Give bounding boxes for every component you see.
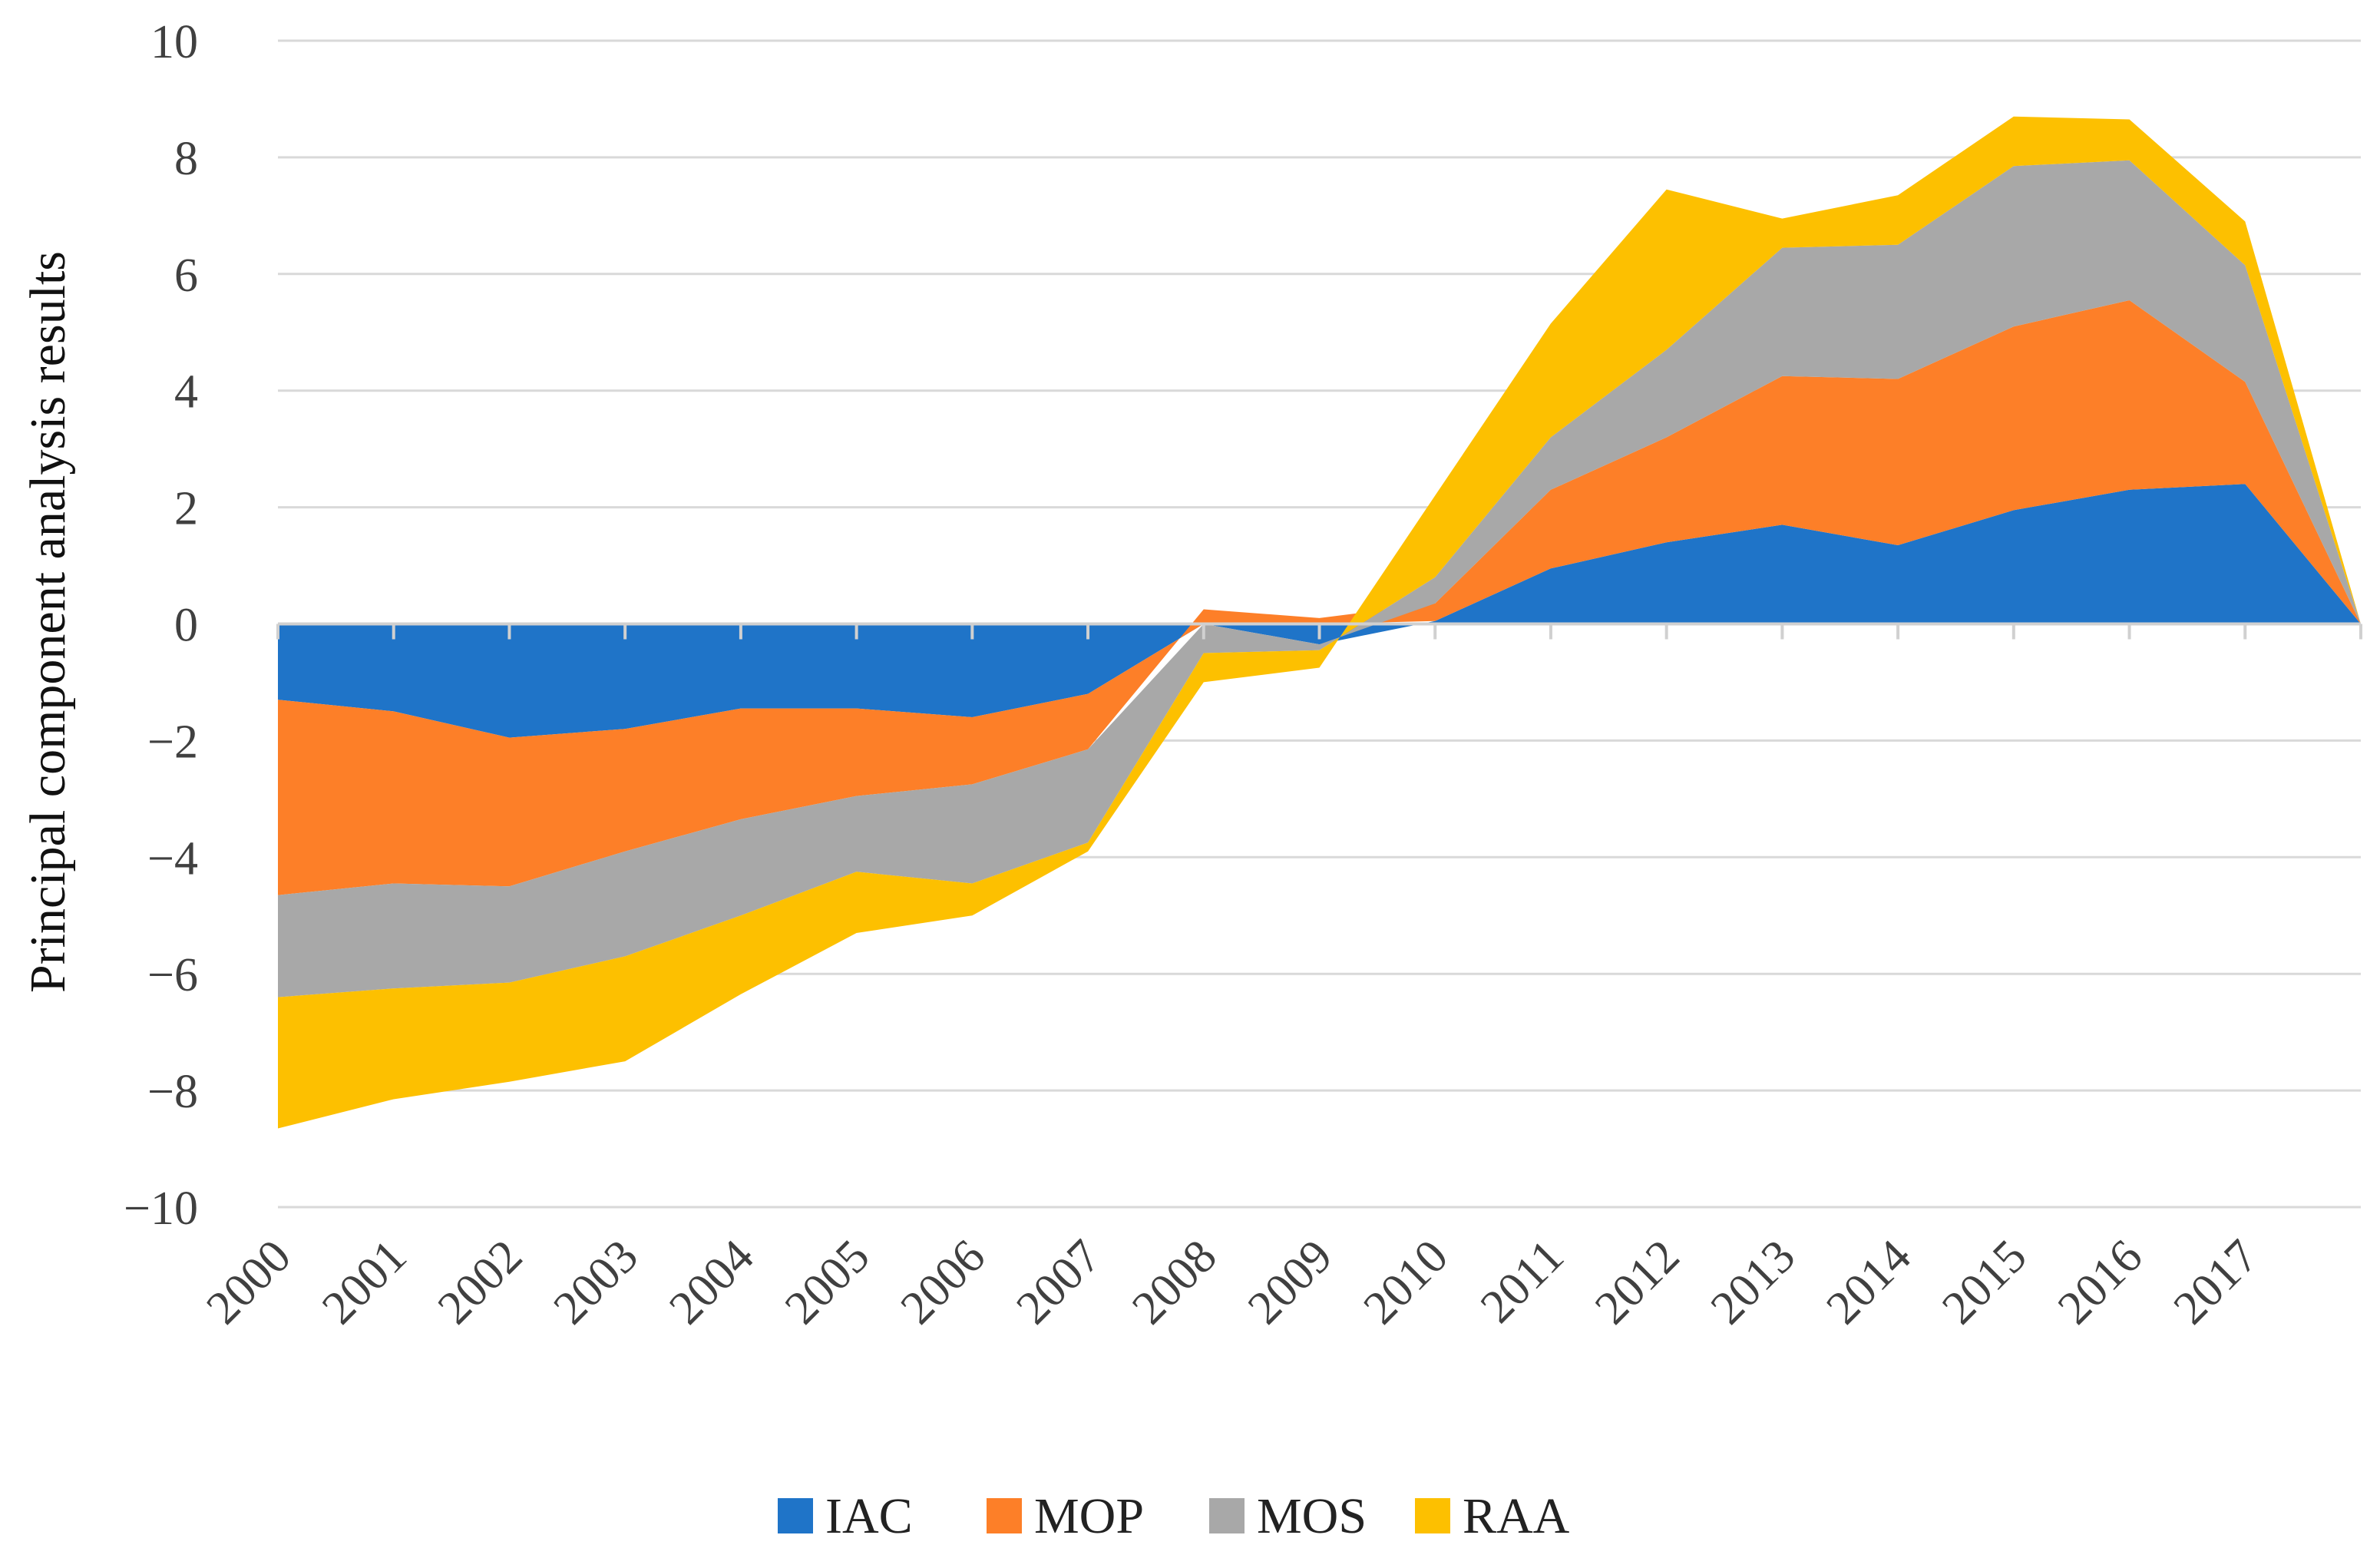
legend-item-mos: MOS	[1209, 1488, 1367, 1544]
legend-item-mop: MOP	[987, 1488, 1144, 1544]
area-series	[278, 116, 2361, 1129]
x-tick-label: 2007	[1007, 1230, 1111, 1335]
x-tick-label: 2003	[544, 1230, 648, 1335]
y-tick-label: −10	[124, 1183, 198, 1235]
x-tick-label: 2005	[775, 1230, 880, 1335]
x-tick-label: 2011	[1471, 1230, 1574, 1333]
x-tick-label: 2000	[197, 1230, 301, 1335]
x-tick-label: 2014	[1816, 1230, 1921, 1335]
legend-item-raa: RAA	[1415, 1488, 1570, 1544]
x-tick-label: 2006	[891, 1230, 995, 1335]
legend-label: MOS	[1257, 1488, 1367, 1544]
axes	[276, 622, 2362, 640]
legend-swatch	[1209, 1498, 1245, 1533]
area-iac	[278, 484, 2361, 738]
y-tick-label: 0	[174, 600, 198, 652]
legend-swatch	[987, 1498, 1022, 1533]
y-tick-label: 4	[174, 366, 198, 419]
y-tick-label: −2	[147, 716, 198, 768]
legend-label: MOP	[1034, 1488, 1144, 1544]
y-tick-label: 8	[174, 133, 198, 185]
x-tick-label: 2002	[428, 1230, 533, 1335]
area-mop	[278, 300, 2361, 895]
y-tick-label: −4	[147, 832, 198, 885]
x-tick-label: 2009	[1238, 1230, 1343, 1335]
x-tick-label: 2017	[2163, 1230, 2268, 1335]
y-tick-label: 6	[174, 250, 198, 302]
y-tick-labels: 10 8 6 4 2 0 −2 −4 −6 −8 −10	[124, 16, 198, 1235]
legend: IAC MOP MOS RAA	[778, 1488, 1570, 1544]
y-axis-title: Principal component analysis results	[20, 251, 76, 993]
x-tick-label: 2001	[312, 1230, 417, 1335]
x-tick-labels: 2000 2001 2002 2003 2004 2005 2006 2007 2008 2009…	[197, 1230, 2268, 1335]
legend-swatch	[778, 1498, 813, 1533]
x-tick-label: 2010	[1354, 1230, 1458, 1335]
x-tick-label: 2013	[1701, 1230, 1806, 1335]
area-raa	[278, 116, 2361, 1129]
y-tick-label: −6	[147, 949, 198, 1001]
legend-label: IAC	[825, 1488, 913, 1544]
legend-swatch	[1415, 1498, 1450, 1533]
y-tick-label: −8	[147, 1066, 198, 1118]
y-tick-label: 2	[174, 483, 198, 535]
x-tick-label: 2004	[659, 1230, 764, 1335]
legend-item-iac: IAC	[778, 1488, 913, 1544]
area-mos	[278, 160, 2361, 997]
y-tick-label: 10	[150, 16, 198, 68]
x-tick-label: 2015	[1932, 1230, 2037, 1335]
x-tick-label: 2008	[1122, 1230, 1227, 1335]
x-tick-label: 2012	[1585, 1230, 1690, 1335]
x-tick-label: 2016	[2048, 1230, 2153, 1335]
legend-label: RAA	[1463, 1488, 1570, 1544]
